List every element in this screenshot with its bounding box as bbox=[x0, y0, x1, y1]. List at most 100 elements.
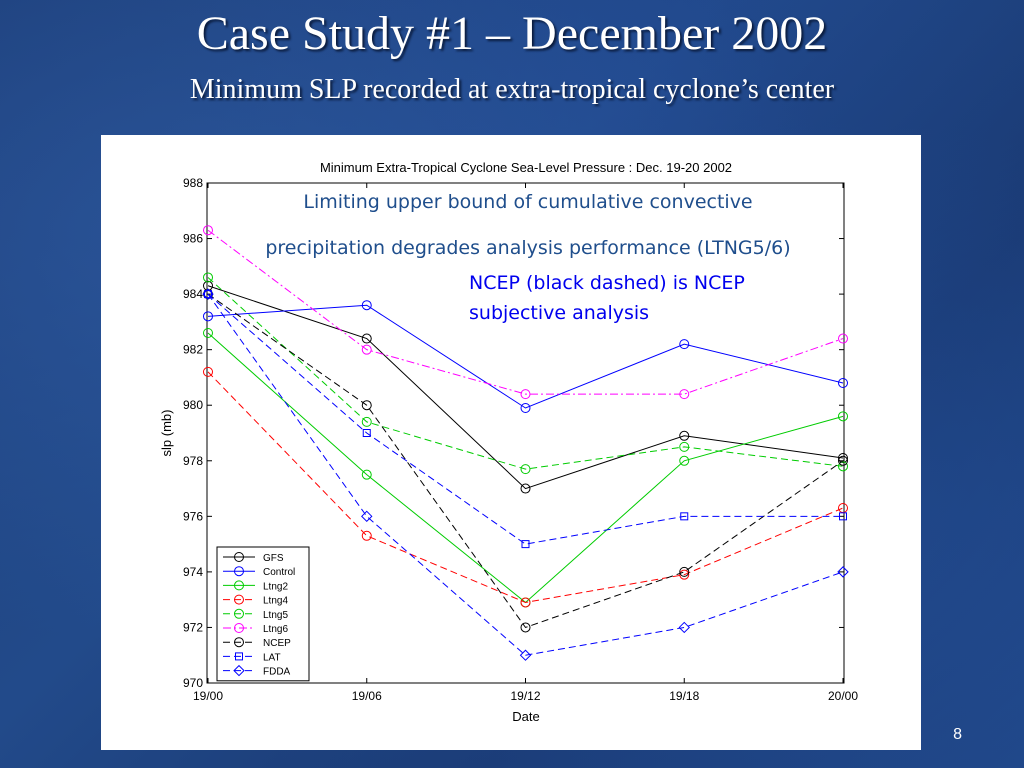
series-ltng6 bbox=[203, 225, 848, 400]
data-point-gfs bbox=[361, 333, 372, 344]
legend-label-ltng5: Ltng5 bbox=[263, 610, 288, 621]
legend-box bbox=[216, 546, 310, 682]
data-point-control bbox=[203, 311, 213, 322]
series-ltng4 bbox=[203, 366, 848, 608]
legend-label-control: Control bbox=[263, 567, 295, 578]
data-point-ltng5 bbox=[520, 464, 531, 475]
data-point-ltng4 bbox=[361, 530, 372, 541]
axes: 970 972 974 976 978 980 982 984 986 988 19/00 19/06… bbox=[183, 176, 858, 703]
data-point-ltng2 bbox=[838, 411, 848, 422]
series-lat bbox=[204, 290, 847, 549]
y-axis-label: slp (mb) bbox=[159, 410, 174, 457]
plot-area bbox=[206, 182, 845, 684]
y-tick-label: 982 bbox=[183, 343, 203, 357]
x-tick-label: 20/00 bbox=[828, 689, 858, 703]
data-point-ltng2 bbox=[361, 469, 372, 480]
data-point-fdda bbox=[519, 649, 532, 661]
legend-marker-ltng6 bbox=[234, 623, 244, 633]
x-tick-label: 19/12 bbox=[510, 689, 540, 703]
x-tick-label: 19/00 bbox=[193, 689, 223, 703]
series-line-gfs bbox=[207, 285, 844, 490]
data-point-ltng5 bbox=[679, 441, 690, 452]
data-point-control bbox=[520, 403, 531, 413]
data-point-lat bbox=[839, 512, 847, 521]
data-point-gfs bbox=[520, 483, 531, 494]
series-line-control bbox=[207, 304, 844, 409]
data-point-ltng5 bbox=[203, 272, 213, 283]
series-control bbox=[203, 300, 848, 413]
legend-marker-fdda bbox=[233, 664, 245, 677]
data-point-ltng6 bbox=[520, 389, 531, 400]
x-tick-label: 19/18 bbox=[669, 689, 699, 703]
ncep-note-line-2: subjective analysis bbox=[469, 302, 649, 324]
slp-line-chart: Minimum Extra-Tropical Cyclone Sea-Level… bbox=[159, 160, 858, 724]
data-point-ncep bbox=[838, 455, 848, 466]
data-point-ltng5 bbox=[838, 461, 848, 472]
ncep-note-line-1: NCEP (black dashed) is NCEP bbox=[469, 272, 745, 294]
series-gfs bbox=[203, 280, 848, 494]
series-line-ncep bbox=[207, 293, 844, 629]
data-point-ltng2 bbox=[679, 455, 690, 466]
series-line-ltng4 bbox=[207, 371, 844, 603]
y-tick-label: 974 bbox=[183, 565, 203, 579]
legend-marker-lat bbox=[235, 652, 243, 661]
data-point-ncep bbox=[520, 622, 531, 633]
data-point-lat bbox=[362, 429, 371, 437]
data-point-fdda bbox=[837, 566, 849, 578]
data-point-ltng6 bbox=[679, 389, 690, 400]
y-tick-label: 970 bbox=[183, 676, 203, 690]
series-line-lat bbox=[207, 293, 843, 545]
data-point-ncep bbox=[679, 566, 690, 577]
y-tick-label: 978 bbox=[183, 454, 203, 468]
x-axis-label: Date bbox=[512, 709, 539, 724]
x-tick-label: 19/06 bbox=[352, 689, 382, 703]
data-point-lat bbox=[204, 290, 212, 299]
y-tick-label: 976 bbox=[183, 509, 203, 523]
series-line-ltng5 bbox=[207, 277, 844, 470]
data-point-fdda bbox=[202, 288, 214, 300]
legend-marker-ltng4 bbox=[234, 594, 244, 605]
page-number: 8 bbox=[953, 726, 962, 743]
y-tick-label: 984 bbox=[183, 287, 203, 301]
data-point-ltng5 bbox=[361, 416, 372, 427]
data-point-ltng2 bbox=[203, 328, 213, 338]
data-point-gfs bbox=[679, 430, 690, 441]
y-tick-label: 972 bbox=[183, 620, 203, 634]
data-point-ltng6 bbox=[203, 225, 213, 236]
legend-label-lat: LAT bbox=[263, 652, 281, 663]
data-point-ncep bbox=[361, 400, 372, 411]
data-point-ltng4 bbox=[679, 569, 690, 580]
legend-label-ltng6: Ltng6 bbox=[263, 624, 288, 635]
legend: GFS Control Ltng2 Ltng4 Ltng5 Ltng6 NCEP LAT FDD… bbox=[216, 546, 310, 682]
legend-marker-ltng5 bbox=[234, 608, 244, 619]
legend-marker-ncep bbox=[234, 637, 244, 648]
chart-title: Minimum Extra-Tropical Cyclone Sea-Level… bbox=[320, 160, 732, 175]
y-tick-label: 986 bbox=[183, 232, 203, 246]
data-point-fdda bbox=[361, 510, 373, 523]
series-ltng5 bbox=[203, 272, 848, 475]
legend-label-ltng2: Ltng2 bbox=[263, 581, 288, 592]
legend-label-gfs: GFS bbox=[263, 553, 284, 564]
y-tick-label: 988 bbox=[183, 176, 203, 190]
annotation-line-1: Limiting upper bound of cumulative conve… bbox=[303, 191, 752, 213]
data-point-ltng6 bbox=[838, 333, 848, 344]
legend-label-fdda: FDDA bbox=[263, 667, 291, 678]
data-point-ltng4 bbox=[520, 597, 531, 608]
chart-figure: Minimum Extra-Tropical Cyclone Sea-Level… bbox=[101, 135, 921, 750]
legend-marker-control bbox=[234, 566, 244, 577]
series-line-ltng6 bbox=[207, 229, 844, 395]
data-point-control bbox=[838, 378, 848, 388]
series-fdda bbox=[202, 288, 849, 661]
data-point-control bbox=[679, 339, 690, 350]
series-line-fdda bbox=[207, 293, 844, 656]
legend-label-ltng4: Ltng4 bbox=[263, 596, 288, 607]
legend-marker-ltng2 bbox=[234, 580, 244, 591]
legend-marker-gfs bbox=[234, 552, 244, 562]
legend-label-ncep: NCEP bbox=[263, 638, 291, 649]
series-group bbox=[202, 225, 849, 661]
annotation-line-2: precipitation degrades analysis performa… bbox=[265, 237, 790, 259]
y-tick-label: 980 bbox=[183, 398, 203, 412]
data-point-ltng6 bbox=[361, 344, 372, 355]
data-point-gfs bbox=[838, 453, 848, 463]
slide-title: Case Study #1 – December 2002 bbox=[196, 7, 828, 60]
